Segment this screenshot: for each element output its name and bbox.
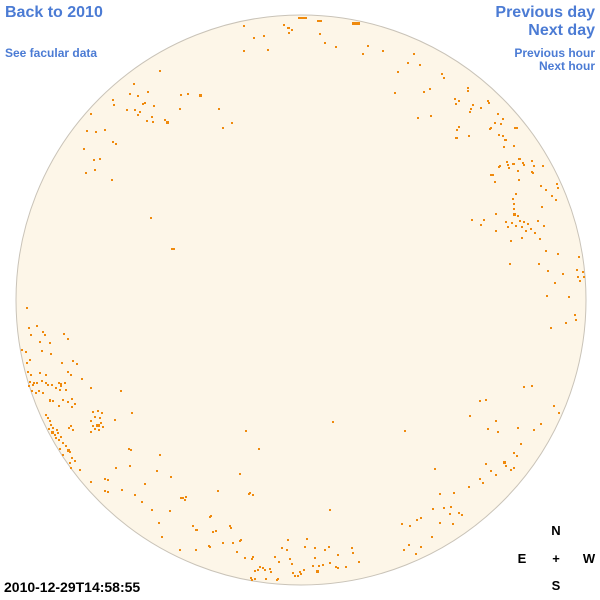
previous-day-link[interactable]: Previous day: [495, 4, 595, 21]
observation-timestamp: 2010-12-29T14:58:55: [4, 579, 141, 595]
hour-navigation: Previous hour Next hour: [514, 47, 595, 73]
next-day-link[interactable]: Next day: [528, 22, 595, 39]
compass-north-label: N: [551, 522, 561, 538]
back-to-year-link[interactable]: Back to 2010: [5, 4, 103, 21]
compass-west-label: W: [582, 551, 596, 566]
previous-hour-link[interactable]: Previous hour: [514, 46, 595, 60]
compass-rose: N E + W S: [505, 516, 600, 598]
compass-east-label: E: [517, 551, 527, 566]
day-navigation: Previous day Next day: [495, 4, 595, 40]
see-facular-data-link[interactable]: See facular data: [5, 46, 98, 60]
compass-south-label: S: [551, 578, 561, 593]
compass-center-cross: +: [552, 551, 560, 566]
next-hour-link[interactable]: Next hour: [538, 59, 595, 73]
